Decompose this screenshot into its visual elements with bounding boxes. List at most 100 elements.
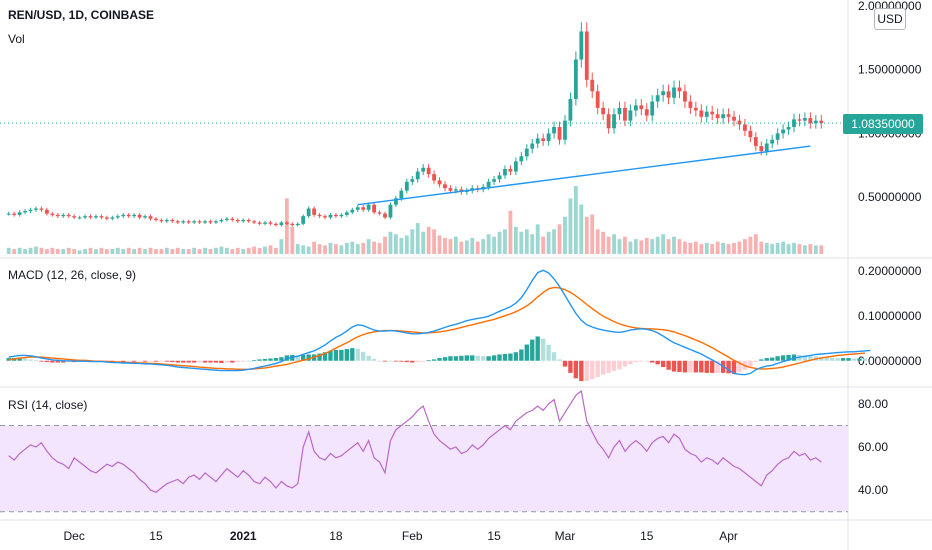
macd-histogram-bar	[442, 357, 448, 361]
volume-bar	[813, 245, 818, 254]
macd-histogram-bar	[846, 358, 851, 361]
volume-bar	[432, 229, 436, 254]
macd-axis-tick: 0.20000000	[858, 264, 922, 278]
macd-histogram-bar	[584, 360, 589, 381]
volume-bar	[808, 244, 813, 254]
candle-body	[797, 119, 802, 121]
volume-bar	[601, 231, 606, 254]
volume-bar	[557, 224, 562, 254]
candle-body	[94, 216, 98, 218]
volume-bar	[617, 239, 622, 254]
macd-histogram-bar	[328, 350, 333, 361]
candle-body	[17, 212, 22, 215]
candle-body	[28, 209, 33, 212]
candle-body	[732, 116, 736, 121]
candle-body	[524, 148, 529, 157]
candle-body	[421, 167, 426, 172]
macd-histogram-bar	[704, 360, 709, 373]
macd-histogram-bar	[153, 360, 159, 362]
candle-body	[786, 127, 791, 130]
volume-bar	[743, 239, 747, 254]
rsi-axis-tick: 60.00	[858, 440, 888, 454]
volume-bar	[535, 224, 540, 254]
candle-body	[579, 31, 584, 60]
volume-bar	[475, 241, 480, 254]
volume-bar	[650, 239, 655, 254]
volume-bar	[159, 249, 164, 254]
volume-bar	[246, 247, 251, 254]
macd-histogram-bar	[202, 360, 208, 363]
macd-histogram-bar	[491, 355, 497, 361]
candle-body	[661, 91, 666, 96]
candle-body	[590, 79, 595, 92]
volume-bar	[715, 241, 720, 254]
macd-histogram-bar	[802, 355, 808, 361]
candle-body	[753, 137, 758, 147]
macd-histogram-bar	[551, 352, 557, 361]
candle-body	[61, 214, 66, 217]
volume-bar	[726, 244, 731, 254]
volume-bar	[704, 242, 709, 254]
macd-histogram-bar	[382, 360, 388, 362]
macd-histogram-bar	[246, 360, 251, 362]
candle-body	[279, 222, 284, 226]
macd-histogram-bar	[540, 338, 546, 361]
volume-bar	[88, 247, 93, 254]
candle-body	[715, 114, 720, 119]
volume-bar	[633, 239, 638, 254]
volume-bar	[655, 236, 660, 254]
macd-histogram-bar	[808, 355, 813, 361]
symbol-title: REN/USD, 1D, COINBASE	[8, 8, 155, 22]
volume-bar	[192, 247, 197, 254]
volume-bar	[612, 234, 616, 254]
candle-body	[230, 218, 235, 220]
macd-histogram-bar	[633, 360, 639, 363]
macd-histogram-bar	[639, 360, 644, 362]
volume-bar	[770, 244, 775, 254]
macd-histogram-bar	[780, 355, 786, 361]
volume-bar	[415, 223, 420, 254]
macd-histogram-bar	[273, 358, 279, 361]
volume-bar	[214, 247, 218, 254]
candle-body	[197, 221, 202, 223]
candle-body	[552, 127, 556, 134]
candle-body	[159, 219, 164, 222]
macd-histogram-bar	[650, 360, 655, 363]
candle-body	[186, 221, 191, 223]
volume-bar	[672, 236, 676, 254]
macd-histogram-bar	[464, 355, 469, 361]
macd-histogram-bar	[530, 339, 535, 361]
candle-body	[404, 181, 409, 191]
candle-body	[137, 214, 142, 218]
macd-histogram-bar	[17, 358, 22, 361]
macd-histogram-bar	[322, 352, 328, 361]
volume-bar	[508, 210, 513, 254]
macd-histogram-bar	[388, 360, 393, 362]
price-axis-tick: 1.50000000	[858, 63, 922, 77]
macd-histogram-bar	[301, 354, 306, 361]
volume-bar	[284, 198, 289, 254]
volume-bar	[688, 242, 693, 254]
volume-bar	[154, 249, 158, 254]
candle-body	[612, 114, 616, 129]
volume-bar	[677, 239, 682, 254]
macd-histogram-bar	[508, 353, 513, 361]
volume-bar	[590, 214, 595, 254]
volume-bar	[235, 247, 240, 254]
macd-histogram-bar	[148, 360, 153, 362]
volume-bar	[224, 247, 229, 254]
volume-bar	[459, 241, 464, 254]
currency-button[interactable]: USD	[874, 8, 906, 30]
volume-bar	[219, 246, 224, 254]
volume-bar	[388, 231, 393, 254]
macd-histogram-bar	[420, 360, 426, 362]
volume-bar	[404, 235, 409, 254]
volume-bar	[410, 229, 415, 254]
candle-body	[334, 214, 338, 217]
macd-histogram-bar	[317, 353, 322, 361]
time-axis-tick: 15	[487, 529, 501, 543]
candle-body	[813, 120, 818, 124]
macd-histogram-bar	[502, 354, 508, 361]
candle-body	[535, 138, 540, 144]
